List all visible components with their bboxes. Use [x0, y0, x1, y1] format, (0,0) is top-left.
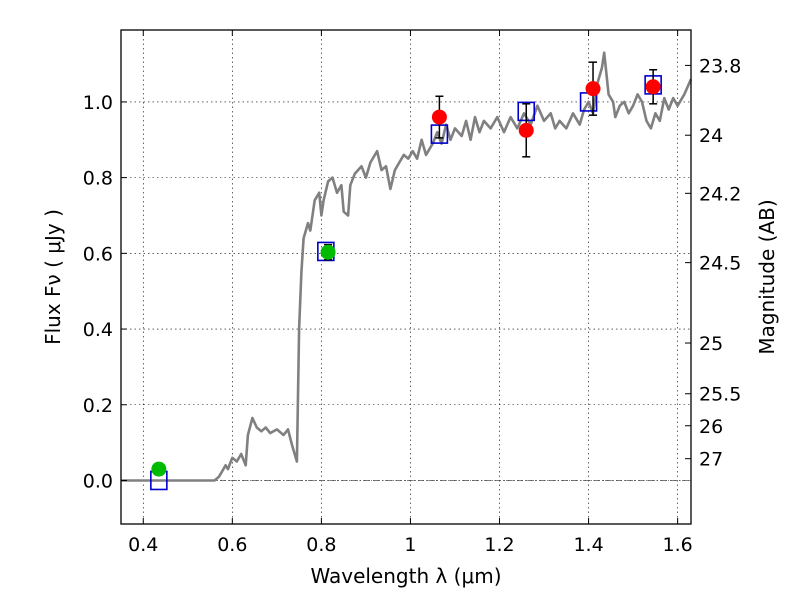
magnitude-tick-label: 24 — [699, 125, 723, 147]
x-tick-label: 1.2 — [484, 534, 514, 556]
magnitude-tick-label: 23.8 — [699, 55, 741, 77]
grid-lines — [121, 30, 691, 524]
magnitude-tick-label: 26 — [699, 416, 723, 438]
x-axis-label: Wavelength λ (μm) — [310, 564, 501, 588]
magnitude-ticks: 23.8 24 24.2 24.5 25 25.5 26 27 — [685, 55, 741, 471]
observed-flux-point — [645, 79, 661, 95]
magnitude-tick-label: 24.2 — [699, 183, 741, 205]
error-bars-layer — [154, 61, 658, 476]
observed-flux-point — [320, 244, 336, 260]
sed-template-line — [121, 51, 693, 482]
observed-flux-point — [431, 109, 447, 125]
x-tick-label: 0.4 — [128, 534, 158, 556]
x-ticks: 0.4 0.6 0.8 1 1.2 1.4 1.6 — [128, 30, 693, 556]
magnitude-axis-label: Magnitude (AB) — [755, 199, 779, 354]
y-tick-label: 0.0 — [83, 470, 113, 492]
observed-flux-point — [518, 122, 534, 138]
sed-line-layer — [121, 51, 693, 482]
magnitude-tick-label: 25.5 — [699, 384, 741, 406]
y-axis-label: Flux Fν ( μJy ) — [41, 209, 65, 345]
y-tick-label: 0.4 — [83, 319, 113, 341]
y-tick-label: 1.0 — [83, 92, 113, 114]
x-tick-label: 0.8 — [306, 534, 336, 556]
y-tick-label: 0.6 — [83, 243, 113, 265]
x-tick-label: 1.6 — [663, 534, 693, 556]
x-tick-label: 0.6 — [217, 534, 247, 556]
magnitude-tick-label: 27 — [699, 449, 723, 471]
magnitude-tick-label: 24.5 — [699, 253, 741, 275]
y-ticks: 0.0 0.2 0.4 0.6 0.8 1.0 — [83, 92, 127, 492]
x-tick-label: 1 — [404, 534, 416, 556]
model-squares-layer — [150, 75, 662, 491]
y-tick-label: 0.2 — [83, 395, 113, 417]
y-tick-label: 0.8 — [83, 168, 113, 190]
observed-flux-point — [151, 461, 167, 477]
plot-frame — [120, 29, 692, 525]
x-tick-label: 1.4 — [573, 534, 603, 556]
magnitude-tick-label: 25 — [699, 333, 723, 355]
observed-points-layer — [151, 79, 661, 477]
observed-flux-point — [585, 81, 601, 97]
